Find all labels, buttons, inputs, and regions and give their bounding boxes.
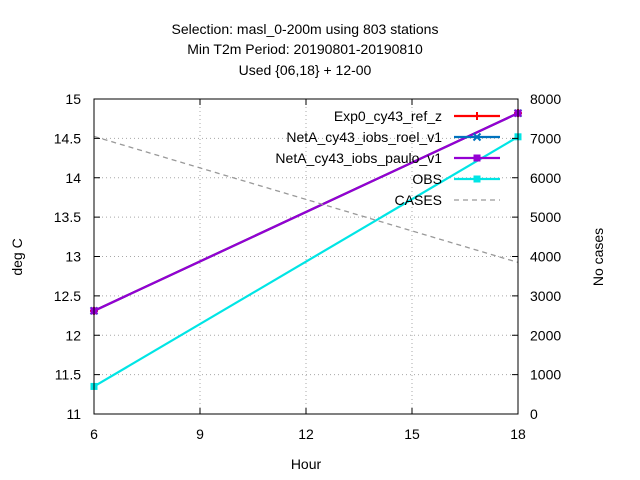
series-line-cases bbox=[93, 135, 519, 264]
y-tick-label: 12.5 bbox=[54, 288, 81, 304]
y-tick-label: 12 bbox=[65, 327, 81, 343]
chart-title: Selection: masl_0-200m using 803 station… bbox=[172, 21, 439, 78]
y2-tick-label: 5000 bbox=[530, 209, 561, 225]
legend-marker-neta-cy43-iobs-paulo-v1 bbox=[473, 154, 481, 162]
x-tick-label: 15 bbox=[404, 426, 420, 442]
legend-label-neta-cy43-iobs-roel-v1: NetA_cy43_iobs_roel_v1 bbox=[286, 129, 442, 145]
y-tick-label: 14.5 bbox=[54, 130, 81, 146]
legend-label-neta-cy43-iobs-paulo-v1: NetA_cy43_iobs_paulo_v1 bbox=[275, 150, 442, 166]
y2-tick-label: 6000 bbox=[530, 170, 561, 186]
axis-ticks: 6 9 12 15 18 11 11.5 12 12.5 13 13.5 14 14.5 15 0 1000 2… bbox=[54, 91, 562, 442]
chart-title-line-1: Selection: masl_0-200m using 803 station… bbox=[172, 21, 439, 37]
y2-axis-label: No cases bbox=[590, 228, 606, 286]
x-tick-label: 18 bbox=[510, 426, 526, 442]
legend-marker-obs bbox=[473, 175, 481, 183]
y2-tick-label: 2000 bbox=[530, 327, 561, 343]
y2-tick-label: 0 bbox=[530, 406, 538, 422]
legend-label-exp0-cy43-ref-z: Exp0_cy43_ref_z bbox=[334, 108, 442, 124]
y-axis-label: deg C bbox=[9, 238, 25, 275]
y2-tick-label: 1000 bbox=[530, 367, 561, 383]
x-axis-label: Hour bbox=[291, 456, 322, 472]
y-tick-label: 13 bbox=[65, 249, 81, 265]
series-line-obs bbox=[93, 135, 519, 388]
legend-label-obs: OBS bbox=[412, 171, 442, 187]
y2-tick-label: 8000 bbox=[530, 91, 561, 107]
y-tick-label: 13.5 bbox=[54, 209, 81, 225]
chart-title-line-2: Min T2m Period: 20190801-20190810 bbox=[187, 41, 423, 57]
legend: Exp0_cy43_ref_z NetA_cy43_iobs_roel_v1 Net… bbox=[275, 108, 500, 208]
y-tick-label: 15 bbox=[65, 91, 81, 107]
x-tick-label: 9 bbox=[196, 426, 204, 442]
series-line-neta-cy43-iobs-paulo-v1 bbox=[93, 112, 519, 312]
legend-label-cases: CASES bbox=[395, 192, 442, 208]
y-tick-label: 11 bbox=[66, 406, 81, 422]
chart-title-line-3: Used {06,18} + 12-00 bbox=[239, 62, 372, 78]
y-tick-label: 14 bbox=[65, 170, 81, 186]
x-tick-label: 6 bbox=[90, 426, 98, 442]
x-tick-label: 12 bbox=[298, 426, 314, 442]
legend-marker-exp0-cy43-ref-z bbox=[473, 112, 481, 120]
grid bbox=[94, 99, 518, 414]
y2-tick-label: 4000 bbox=[530, 249, 561, 265]
y2-tick-label: 3000 bbox=[530, 288, 561, 304]
y2-tick-label: 7000 bbox=[530, 130, 561, 146]
series-layer bbox=[89, 108, 523, 390]
y-tick-label: 11.5 bbox=[55, 367, 81, 383]
legend-marker-neta-cy43-iobs-roel-v1 bbox=[472, 132, 482, 142]
